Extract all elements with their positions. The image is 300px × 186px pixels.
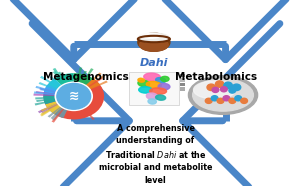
Ellipse shape	[144, 73, 160, 81]
Text: Metabolomics: Metabolomics	[175, 73, 257, 83]
Wedge shape	[35, 86, 74, 96]
Wedge shape	[74, 71, 87, 96]
Ellipse shape	[146, 81, 161, 88]
Wedge shape	[74, 67, 82, 96]
Wedge shape	[74, 75, 105, 96]
Wedge shape	[36, 96, 74, 102]
Ellipse shape	[139, 33, 169, 42]
FancyBboxPatch shape	[180, 74, 185, 77]
Ellipse shape	[158, 84, 170, 90]
Wedge shape	[74, 77, 103, 96]
Circle shape	[235, 96, 242, 101]
Ellipse shape	[138, 78, 145, 82]
Wedge shape	[41, 96, 74, 112]
Wedge shape	[45, 96, 74, 114]
Wedge shape	[74, 73, 102, 96]
Text: A comprehensive
understanding of
Traditional $\it{Dahi}$ at the
microbial and me: A comprehensive understanding of Traditi…	[99, 124, 212, 185]
Wedge shape	[48, 96, 74, 118]
Wedge shape	[74, 81, 108, 96]
Ellipse shape	[156, 78, 166, 83]
Wedge shape	[54, 73, 74, 96]
Wedge shape	[51, 96, 74, 119]
Circle shape	[211, 96, 218, 101]
Ellipse shape	[146, 93, 158, 100]
Circle shape	[224, 82, 232, 89]
Circle shape	[207, 84, 215, 91]
Wedge shape	[38, 96, 74, 113]
Ellipse shape	[150, 88, 166, 94]
Ellipse shape	[188, 76, 258, 114]
Wedge shape	[54, 78, 104, 119]
Ellipse shape	[139, 87, 152, 93]
Wedge shape	[44, 96, 74, 111]
Wedge shape	[40, 76, 74, 96]
Wedge shape	[36, 91, 74, 96]
Ellipse shape	[194, 81, 236, 99]
Text: Dahi: Dahi	[140, 58, 168, 68]
Text: Metagenomics: Metagenomics	[43, 73, 128, 83]
Wedge shape	[74, 68, 94, 96]
Ellipse shape	[138, 33, 170, 51]
Wedge shape	[44, 85, 74, 96]
Ellipse shape	[138, 80, 150, 87]
Wedge shape	[53, 68, 74, 96]
Wedge shape	[74, 96, 95, 120]
Ellipse shape	[140, 38, 168, 51]
Wedge shape	[35, 96, 74, 105]
Circle shape	[217, 98, 224, 103]
Ellipse shape	[156, 95, 166, 100]
Wedge shape	[40, 96, 74, 112]
Wedge shape	[53, 71, 74, 96]
Circle shape	[57, 84, 91, 109]
Wedge shape	[50, 96, 74, 118]
Circle shape	[232, 84, 241, 91]
FancyBboxPatch shape	[129, 72, 179, 105]
Text: ≋: ≋	[68, 90, 79, 103]
Wedge shape	[40, 88, 74, 96]
Circle shape	[220, 87, 227, 92]
FancyBboxPatch shape	[180, 78, 185, 81]
Wedge shape	[74, 73, 93, 96]
Ellipse shape	[141, 33, 160, 38]
Wedge shape	[45, 78, 74, 96]
Circle shape	[212, 87, 219, 92]
Circle shape	[55, 82, 92, 110]
Wedge shape	[39, 82, 74, 96]
Ellipse shape	[160, 76, 169, 81]
FancyBboxPatch shape	[180, 83, 185, 86]
Wedge shape	[41, 96, 74, 115]
Wedge shape	[44, 88, 74, 102]
Circle shape	[241, 98, 248, 103]
Wedge shape	[52, 96, 74, 121]
Wedge shape	[74, 78, 100, 96]
Wedge shape	[50, 76, 74, 96]
Wedge shape	[35, 96, 74, 100]
Wedge shape	[40, 96, 74, 116]
Circle shape	[205, 98, 212, 103]
Wedge shape	[44, 94, 74, 104]
Wedge shape	[34, 94, 74, 96]
Circle shape	[223, 96, 230, 101]
Wedge shape	[39, 88, 74, 96]
Ellipse shape	[193, 79, 253, 111]
FancyBboxPatch shape	[180, 87, 185, 91]
Ellipse shape	[148, 99, 156, 104]
Circle shape	[229, 98, 236, 103]
Wedge shape	[58, 72, 74, 96]
Circle shape	[229, 88, 236, 93]
Circle shape	[215, 81, 224, 87]
Wedge shape	[42, 96, 74, 114]
Wedge shape	[52, 96, 74, 123]
Wedge shape	[34, 91, 74, 96]
